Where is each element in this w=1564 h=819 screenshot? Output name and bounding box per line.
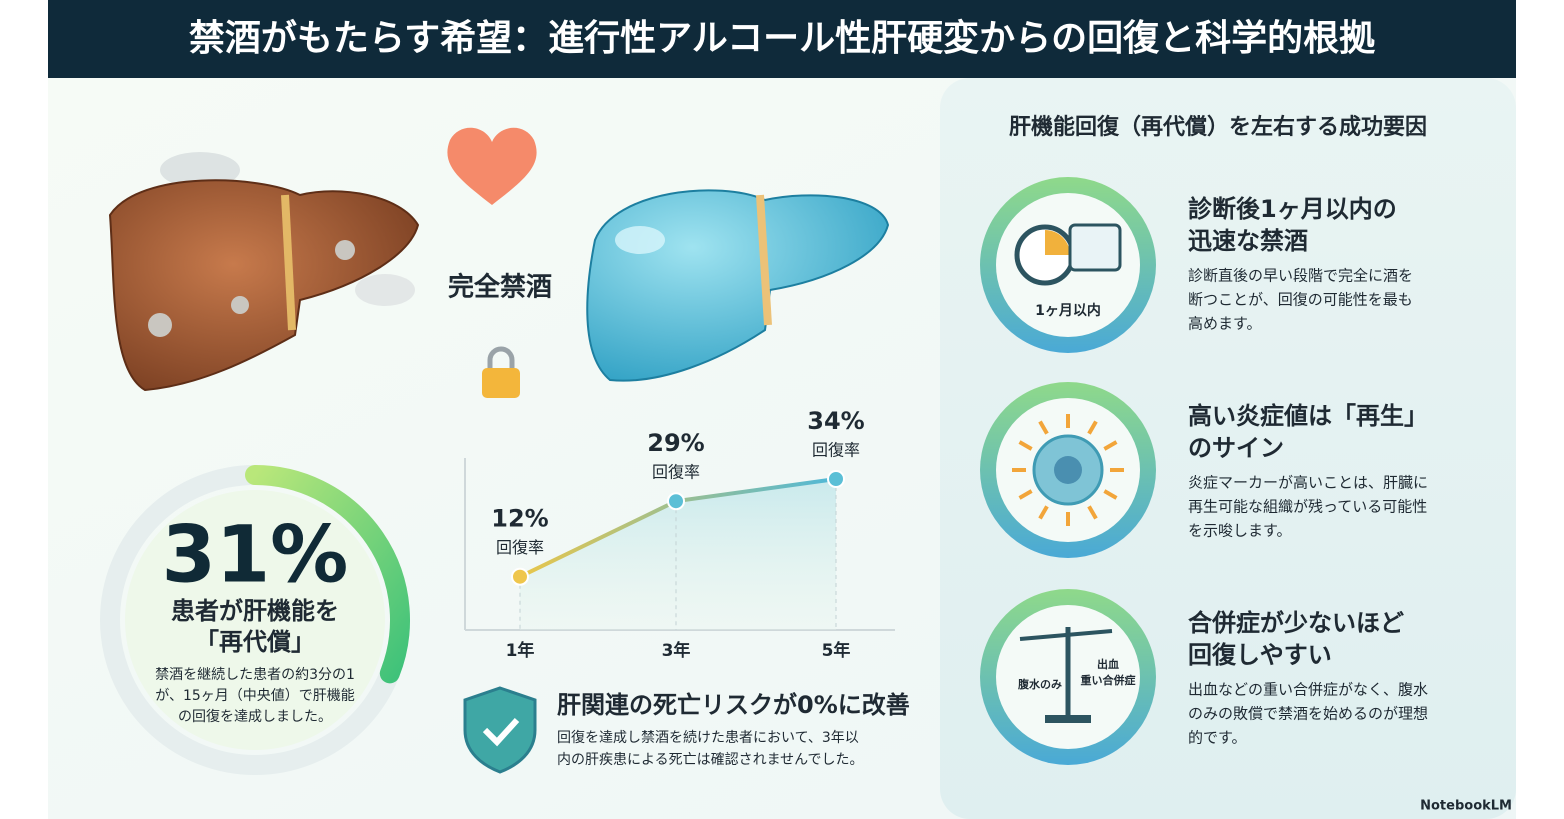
mortality-body: 内の肝疾患による死亡は確認されませんでした。 xyxy=(557,752,863,768)
point xyxy=(511,567,529,586)
mortality-heading: 肝関連の死亡リスクが0%に改善 xyxy=(557,691,910,719)
sun-ray xyxy=(1018,489,1033,500)
point-label: 回復率 xyxy=(496,538,544,557)
nucleus xyxy=(1054,456,1082,484)
factor-heading: 迅速な禁酒 xyxy=(1188,227,1308,255)
transition-label: 完全禁酒 xyxy=(448,272,552,303)
x-tick-label: 3年 xyxy=(662,640,691,661)
sun-ray xyxy=(1087,505,1098,520)
sun-ray xyxy=(1103,440,1118,451)
factor-icon-label: 重い合併症 xyxy=(1081,673,1136,687)
footer-brand: NotebookLM xyxy=(1420,799,1512,814)
factor-icon-label: 出血 xyxy=(1097,657,1119,671)
value-label: 34% xyxy=(807,407,864,435)
damaged-liver xyxy=(108,152,420,392)
recovery-arc xyxy=(245,465,410,684)
factor-body: 的です。 xyxy=(1188,729,1247,747)
ring-inner xyxy=(125,490,385,750)
factor-heading: 回復しやすい xyxy=(1188,641,1332,669)
healthy-liver xyxy=(586,189,890,382)
value-label: 29% xyxy=(647,429,704,457)
point xyxy=(827,470,845,488)
factor-heading: のサイン xyxy=(1188,434,1284,462)
factors-title: 肝機能回復（再代償）を左右する成功要因 xyxy=(1009,114,1427,140)
lock-icon xyxy=(482,346,520,398)
recovery-heading: 「再代償」 xyxy=(195,628,315,656)
scale-base xyxy=(1045,715,1091,723)
heart-icon xyxy=(447,127,537,205)
factor-body: 炎症マーカーが高いことは、肝臓に xyxy=(1188,474,1428,492)
sun-ray xyxy=(1038,420,1049,435)
recovery-body: が、15ヶ月（中央値）で肝機能 xyxy=(155,688,355,704)
x-tick-label: 5年 xyxy=(822,640,851,661)
recovery-body: 禁酒を継続した患者の約3分の1 xyxy=(155,666,355,683)
x-tick-label: 1年 xyxy=(506,640,535,661)
factor-icon-label: 腹水のみ xyxy=(1018,677,1062,691)
mortality-body: 回復を達成し禁酒を続けた患者において、3年以 xyxy=(557,729,859,746)
factor-heading: 合併症が少ないほど xyxy=(1188,609,1404,637)
recovery-heading: 患者が肝機能を xyxy=(171,597,339,625)
sun-ray xyxy=(1018,440,1033,451)
sun-ray xyxy=(1038,505,1049,520)
shield-icon xyxy=(463,686,537,774)
value-label: 12% xyxy=(491,505,548,533)
factor-icon-label: 1ヶ月以内 xyxy=(1035,302,1101,319)
factor-body: 出血などの重い合併症がなく、腹水 xyxy=(1188,681,1428,699)
calendar xyxy=(1068,223,1122,272)
sun-ray xyxy=(1103,489,1118,500)
factor-body: のみの敗償で禁酒を始めるのが理想 xyxy=(1188,705,1428,723)
factor-body: 診断直後の早い段階で完全に酒を xyxy=(1188,267,1413,285)
sun-ray xyxy=(1087,420,1098,435)
recovery-body: の回復を達成しました。 xyxy=(178,708,332,725)
factor-body: 高めます。 xyxy=(1188,315,1262,333)
factor-body: 断つことが、回復の可能性を最も xyxy=(1188,291,1413,309)
stopwatch-fill xyxy=(1045,230,1070,255)
title-bar xyxy=(48,0,1516,78)
recovery-value: 31% xyxy=(162,510,349,600)
area xyxy=(520,479,836,630)
factor-heading: 診断後1ヶ月以内の xyxy=(1188,195,1397,223)
point-label: 回復率 xyxy=(812,441,860,460)
factor-body: を示唆します。 xyxy=(1188,522,1292,540)
factor-body: 再生可能な組織が残っている可能性 xyxy=(1188,498,1427,516)
point xyxy=(667,492,685,511)
point-label: 回復率 xyxy=(652,463,700,482)
page-title: 禁酒がもたらす希望：進行性アルコール性肝硬変からの回復と科学的根拠 xyxy=(189,17,1376,59)
factor-heading: 高い炎症値は「再生」 xyxy=(1188,402,1428,430)
